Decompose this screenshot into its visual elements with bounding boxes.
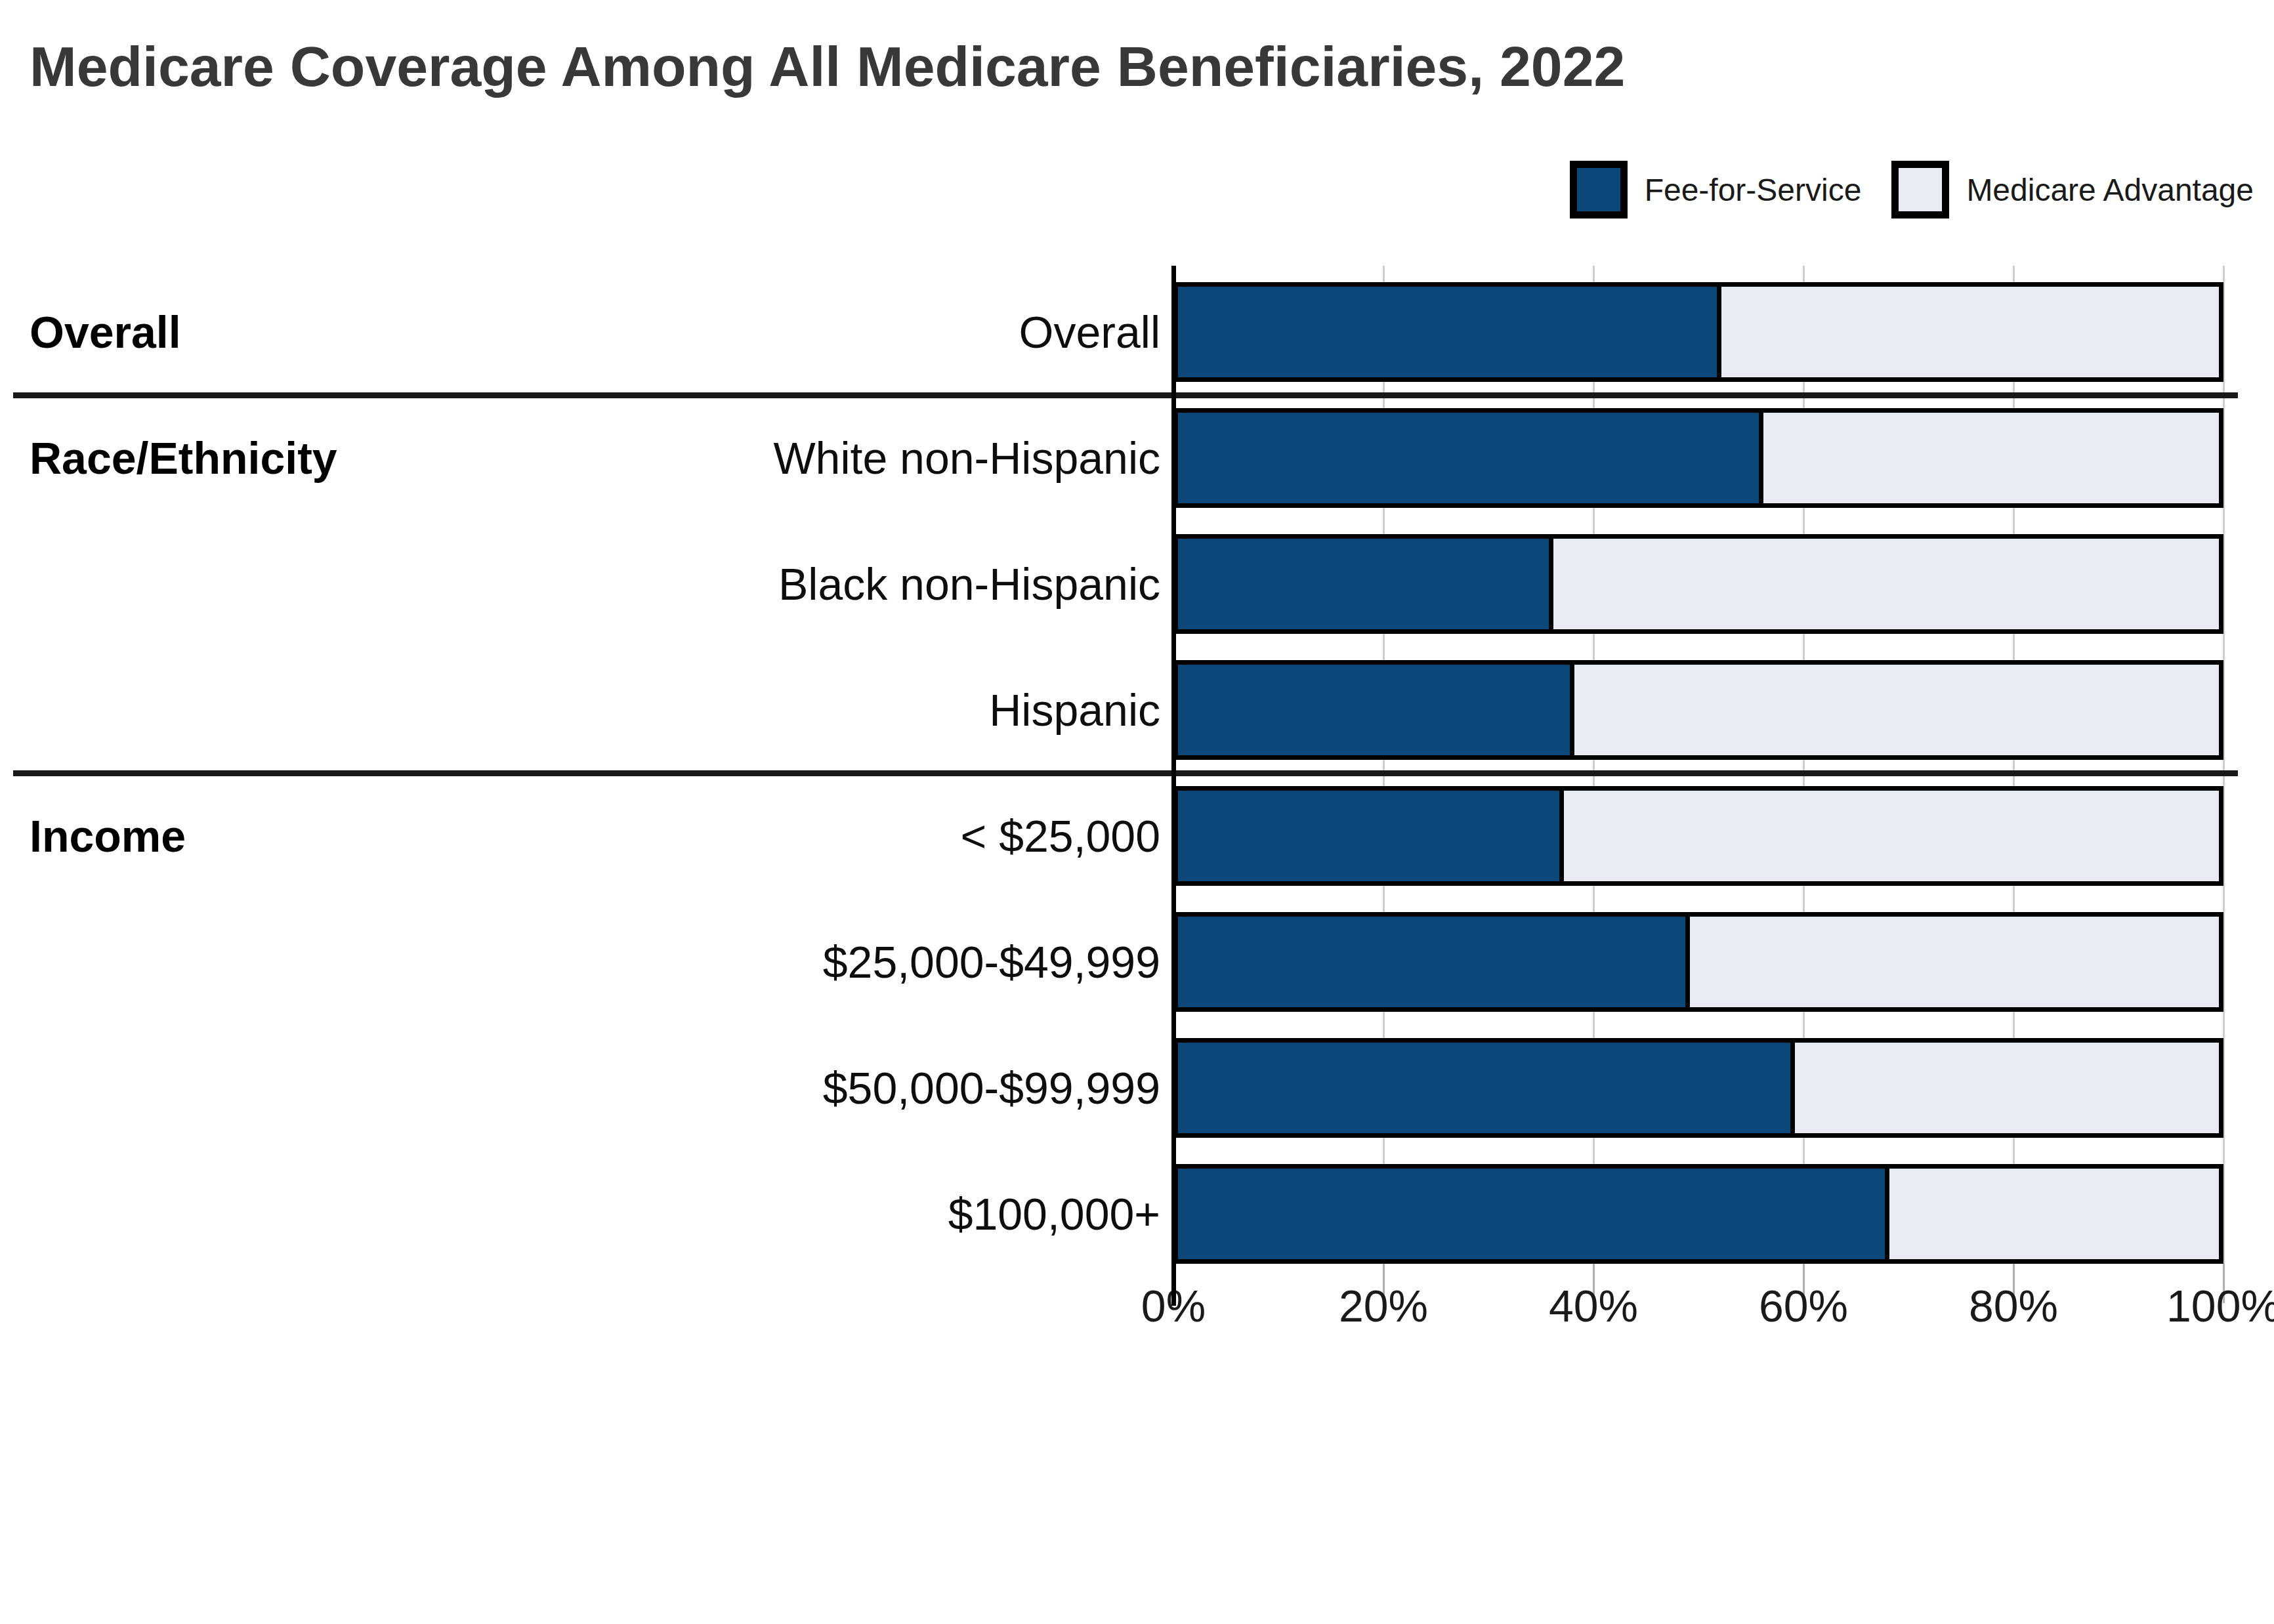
- bar-segment-medicare-advantage: [1564, 791, 2219, 881]
- chart-canvas: Medicare Coverage Among All Medicare Ben…: [0, 0, 2274, 1624]
- bar-segment-medicare-advantage: [1553, 539, 2219, 629]
- y-axis-line: [1171, 266, 1176, 1306]
- x-axis-tick-label: 40%: [1508, 1280, 1679, 1332]
- bar-segment-medicare-advantage: [1795, 1043, 2219, 1133]
- bar-segment-fee-for-service: [1178, 1169, 1889, 1259]
- bar-row: [1173, 912, 2223, 1012]
- legend-label-medicare-advantage: Medicare Advantage: [1966, 172, 2254, 208]
- section-divider-line: [13, 770, 2238, 776]
- bar-segment-medicare-advantage: [1889, 1169, 2219, 1259]
- bar-segment-medicare-advantage: [1690, 917, 2219, 1007]
- bar-category-label: Overall: [0, 306, 1160, 358]
- bar-category-label: $100,000+: [0, 1188, 1160, 1240]
- medicare-advantage-swatch: [1891, 161, 1949, 219]
- bar-segment-medicare-advantage: [1574, 665, 2219, 755]
- bar-row: [1173, 1164, 2223, 1264]
- bar-category-label: White non-Hispanic: [0, 432, 1160, 484]
- bar-segment-fee-for-service: [1178, 665, 1574, 755]
- fee-for-service-swatch: [1570, 161, 1628, 219]
- x-axis-tick-label: 80%: [1928, 1280, 2099, 1332]
- bar-segment-fee-for-service: [1178, 413, 1763, 503]
- bar-row: [1173, 786, 2223, 886]
- bar-category-label: Hispanic: [0, 684, 1160, 736]
- legend-item-medicare-advantage: Medicare Advantage: [1891, 161, 2254, 219]
- bar-category-label: Black non-Hispanic: [0, 558, 1160, 610]
- x-axis-tick-label: 100%: [2138, 1280, 2274, 1332]
- bar-segment-fee-for-service: [1178, 791, 1564, 881]
- bar-row: [1173, 282, 2223, 382]
- bar-row: [1173, 534, 2223, 634]
- x-axis-tick-label: 20%: [1298, 1280, 1469, 1332]
- bar-category-label: < $25,000: [0, 810, 1160, 862]
- bar-row: [1173, 660, 2223, 760]
- x-axis-tick-label: 60%: [1718, 1280, 1889, 1332]
- legend-label-fee-for-service: Fee-for-Service: [1645, 172, 1862, 208]
- bar-segment-medicare-advantage: [1763, 413, 2219, 503]
- bar-category-label: $50,000-$99,999: [0, 1062, 1160, 1114]
- bar-segment-fee-for-service: [1178, 1043, 1795, 1133]
- bar-segment-fee-for-service: [1178, 287, 1721, 377]
- chart-title: Medicare Coverage Among All Medicare Ben…: [30, 34, 1625, 99]
- section-divider-line: [13, 392, 2238, 398]
- bar-segment-fee-for-service: [1178, 917, 1690, 1007]
- bar-row: [1173, 408, 2223, 508]
- bar-segment-medicare-advantage: [1721, 287, 2219, 377]
- bar-row: [1173, 1038, 2223, 1138]
- legend-item-fee-for-service: Fee-for-Service: [1570, 161, 1862, 219]
- bar-category-label: $25,000-$49,999: [0, 936, 1160, 988]
- legend: Fee-for-Service Medicare Advantage: [1570, 159, 2254, 220]
- bar-segment-fee-for-service: [1178, 539, 1553, 629]
